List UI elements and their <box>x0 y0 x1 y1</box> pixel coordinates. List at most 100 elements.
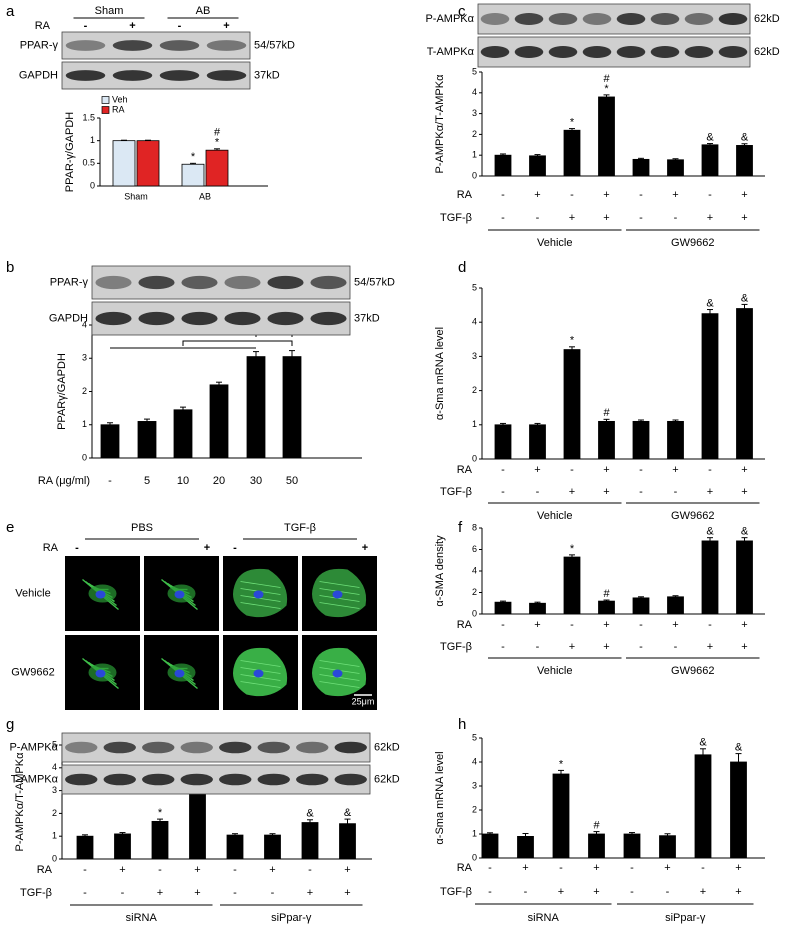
panel-letter: e <box>6 519 14 536</box>
y-tick-label: 5 <box>472 66 477 76</box>
y-tick-label: 1.5 <box>82 112 95 122</box>
condition-sign: + <box>534 189 540 201</box>
bar <box>137 421 157 459</box>
condition-label: TGF-β <box>440 641 472 653</box>
condition-sign: - <box>501 641 505 653</box>
condition-sign: - <box>701 862 705 874</box>
blot-band <box>514 46 544 58</box>
y-axis-label: PPARγ/GAPDH <box>56 353 68 430</box>
condition-sign: + <box>741 212 747 224</box>
blot-band <box>65 40 106 51</box>
bar <box>598 600 615 615</box>
blot-band <box>548 13 578 25</box>
significance-mark: & <box>706 297 714 309</box>
blot-strip <box>91 301 351 336</box>
group-label: Vehicle <box>537 510 572 522</box>
bar <box>339 823 356 860</box>
significance-mark: # <box>214 127 221 139</box>
x-tick-label: 5 <box>144 475 150 487</box>
blot-band <box>718 46 748 58</box>
significance-mark: & <box>741 526 749 538</box>
condition-label: RA <box>35 20 51 32</box>
condition-sign: - <box>674 641 678 653</box>
blot-band <box>257 741 290 754</box>
condition-sign: - <box>674 212 678 224</box>
blot-band <box>181 311 218 326</box>
y-tick-label: 0 <box>90 180 95 190</box>
condition-sign: + <box>129 20 135 32</box>
bar <box>529 424 546 460</box>
y-tick-label: 1 <box>472 419 477 429</box>
condition-sign: + <box>204 542 210 554</box>
nucleus <box>332 590 343 599</box>
condition-sign: + <box>344 864 350 876</box>
bar <box>494 154 512 177</box>
y-tick-label: 8 <box>472 522 477 532</box>
condition-sign: + <box>569 486 575 498</box>
nucleus <box>174 590 185 599</box>
condition-sign: - <box>639 189 643 201</box>
y-tick-label: 3 <box>472 351 477 361</box>
condition-sign: - <box>233 864 237 876</box>
bar <box>226 834 244 860</box>
condition-sign: - <box>559 862 563 874</box>
blot-band <box>684 46 714 58</box>
x-tick-label: AB <box>199 191 211 201</box>
significance-mark: & <box>344 807 352 819</box>
bar <box>209 384 229 459</box>
condition-sign: - <box>501 189 505 201</box>
significance-mark: # <box>603 73 610 85</box>
blot-band <box>159 40 200 51</box>
blot-label: GAPDH <box>49 312 88 324</box>
blot-label: T-AMPKα <box>427 46 475 58</box>
condition-sign: - <box>708 619 712 631</box>
bar <box>701 540 719 615</box>
condition-sign: - <box>666 886 670 898</box>
blot-band <box>582 46 612 58</box>
condition-sign: - <box>570 189 574 201</box>
bar <box>563 349 581 460</box>
blot-size: 62kD <box>754 46 780 58</box>
y-tick-label: 2 <box>82 386 87 396</box>
blot-size: 62kD <box>374 741 400 753</box>
significance-mark: * <box>215 137 220 149</box>
y-tick-label: 3 <box>52 785 57 795</box>
y-tick-label: 2 <box>472 587 477 597</box>
blot-band <box>219 741 252 754</box>
y-tick-label: 0 <box>472 852 477 862</box>
fiber <box>319 674 360 681</box>
y-tick-label: 4 <box>52 762 57 772</box>
blot-band <box>112 40 153 51</box>
x-tick-label: - <box>108 475 112 487</box>
condition-label: RA <box>457 464 473 476</box>
condition-sign: - <box>536 641 540 653</box>
bar <box>552 773 570 859</box>
bar <box>701 313 719 460</box>
y-tick-label: 4 <box>82 319 87 329</box>
significance-mark: # <box>603 588 610 600</box>
group-label: GW9662 <box>671 510 714 522</box>
blot-band <box>257 773 290 786</box>
bar <box>563 129 581 177</box>
condition-sign: + <box>593 886 599 898</box>
fiber <box>319 581 360 588</box>
bracket <box>182 340 293 346</box>
fiber <box>319 595 360 602</box>
condition-sign: - <box>488 886 492 898</box>
y-tick-label: 0 <box>82 452 87 462</box>
blot-band <box>650 46 680 58</box>
group-label: GW9662 <box>671 665 714 677</box>
blot-band <box>267 311 304 326</box>
nucleus <box>174 669 185 678</box>
x-tick-label: Sham <box>124 191 148 201</box>
legend-swatch <box>101 96 110 104</box>
y-tick-label: 1 <box>90 135 95 145</box>
y-tick-label: 2 <box>472 385 477 395</box>
condition-sign: - <box>83 887 87 899</box>
condition-sign: - <box>501 619 505 631</box>
bar <box>632 158 650 177</box>
column-header: TGF-β <box>284 522 316 534</box>
condition-sign: - <box>708 464 712 476</box>
panel-letter: c <box>458 3 466 20</box>
condition-sign: - <box>488 862 492 874</box>
